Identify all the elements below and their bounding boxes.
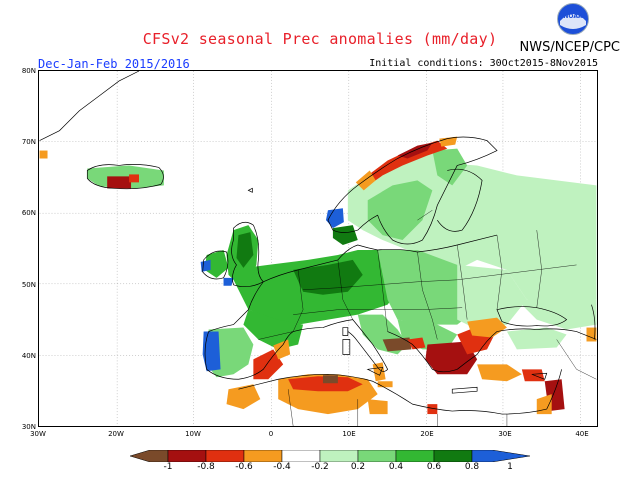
shade-uk-blue <box>223 277 234 286</box>
shade-east-med-red <box>521 369 545 382</box>
shade-scandinavia-green <box>367 180 433 241</box>
legend-label-neg06: -0.6 <box>235 462 253 472</box>
legend-swatch-red <box>205 450 245 462</box>
lon-label-30w: 30W <box>30 430 46 438</box>
legend-label-02: 0.2 <box>350 462 366 472</box>
legend-label-neg08: -0.8 <box>197 462 215 472</box>
lon-label-0: 0 <box>268 430 274 438</box>
shade-balkans-red <box>407 337 426 350</box>
shade-russia-east-light <box>516 299 597 330</box>
shade-greenland-orange <box>39 150 48 159</box>
legend-label-04: 0.4 <box>388 462 404 472</box>
lat-label-30n: 30N <box>21 423 36 431</box>
chart-title: CFSv2 seasonal Prec anomalies (mm/day) <box>142 30 498 48</box>
legend-swatch-pale-green <box>319 450 359 462</box>
shade-ireland-green <box>204 249 229 278</box>
logo-text: NOAA <box>563 13 583 20</box>
precip-anomaly-map <box>38 70 598 427</box>
shade-north-africa-red <box>288 376 363 392</box>
shade-ireland-blue <box>200 259 211 272</box>
shade-tunisia-orange <box>367 399 388 415</box>
shade-iceland-dark-red <box>107 176 132 189</box>
shade-caucasus-orange <box>586 327 597 342</box>
lat-label-40n: 40N <box>21 352 36 360</box>
anomaly-shading <box>39 136 597 415</box>
shade-scandinavia-north-light <box>432 148 468 186</box>
shade-norway-coast-orange <box>355 170 376 191</box>
lat-label-50n: 50N <box>21 281 36 289</box>
shade-libya-orange <box>377 381 393 388</box>
shade-anatolia-light-green <box>506 327 567 350</box>
shade-central-europe-light <box>377 249 478 325</box>
coastlines <box>39 71 597 415</box>
shade-iceland-red <box>129 174 140 183</box>
org-label: NWS/NCEP/CPC <box>519 40 620 55</box>
shade-libya-red <box>427 404 438 415</box>
shade-spain-south-red <box>253 349 284 380</box>
shade-aegean-orange <box>477 364 522 382</box>
initial-conditions-label: Initial conditions: 30Oct2015-8Nov2015 <box>369 58 598 69</box>
lat-label-80n: 80N <box>21 67 36 75</box>
shade-turkey-orange <box>467 317 507 338</box>
shade-greece-dark-red <box>425 341 478 375</box>
lat-label-60n: 60N <box>21 209 36 217</box>
lat-label-70n: 70N <box>21 138 36 146</box>
shade-italy-south-orange <box>372 362 386 382</box>
legend-label-08: 0.8 <box>464 462 480 472</box>
shade-norway-coast-red <box>367 140 448 183</box>
lon-label-10w: 10W <box>185 430 201 438</box>
legend-label-1: 1 <box>507 462 513 472</box>
legend-swatch-dark-red <box>167 450 207 462</box>
shade-uk-dark-green <box>236 232 254 268</box>
lon-label-20w: 20W <box>108 430 124 438</box>
shade-algeria-brown <box>322 375 338 384</box>
shade-portugal-blue <box>202 331 221 372</box>
shade-spain-east-orange <box>273 339 291 360</box>
lon-label-40e: 40E <box>575 430 589 438</box>
shade-norway-orange-2 <box>439 136 458 147</box>
legend-swatch-orange <box>243 450 283 462</box>
color-legend <box>130 450 530 462</box>
legend-label-neg02: -0.2 <box>311 462 329 472</box>
shade-levant-orange <box>536 394 552 415</box>
legend-swatch-light-green <box>357 450 397 462</box>
legend-swatch-green <box>395 450 435 462</box>
legend-label-06: 0.6 <box>426 462 442 472</box>
shade-balkans-brown <box>382 337 412 352</box>
legend-swatch-blue <box>471 450 530 462</box>
legend-swatch-white <box>281 450 321 462</box>
shade-eastern-light-green <box>457 264 527 330</box>
shade-norway-blue <box>325 208 344 229</box>
legend-swatch-dark-green <box>433 450 473 462</box>
lon-label-20e: 20E <box>420 430 434 438</box>
season-label: Dec-Jan-Feb 2015/2016 <box>38 57 190 71</box>
shade-dark-green-core <box>293 259 363 295</box>
legend-swatch-brown <box>130 450 169 462</box>
lon-label-10e: 10E <box>342 430 356 438</box>
lon-label-30e: 30E <box>498 430 512 438</box>
shade-morocco-orange <box>226 384 261 410</box>
noaa-logo: NOAA <box>557 3 589 35</box>
country-borders <box>258 210 597 426</box>
legend-label-neg04: -0.4 <box>273 462 291 472</box>
legend-label-neg1: -1 <box>163 462 173 472</box>
shade-denmark-green <box>332 225 358 246</box>
